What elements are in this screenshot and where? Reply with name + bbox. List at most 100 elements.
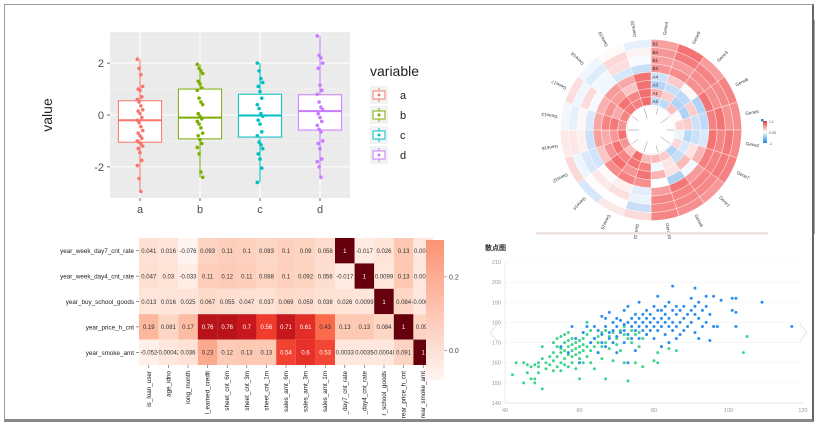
data-point [318,83,322,87]
cell-value-label: 0.038 [318,300,334,306]
scatter-point [618,318,622,322]
scatter-point [559,351,563,355]
scatter-point [712,324,716,328]
scatter-point [555,345,559,349]
y-tick-label: 180 [492,320,501,326]
dendrogram-branch [632,116,639,121]
y-tick-label: 200 [492,280,501,286]
cell-value-label: 0.11 [202,274,214,280]
cell-value-label: 0.56 [261,325,273,331]
data-point [200,117,204,121]
data-point [138,133,142,138]
cell-value-label: 0.016 [161,300,177,306]
cell-value-label: 0.6 [301,351,310,357]
scatter-point [570,343,574,347]
data-point [140,158,144,163]
scatter-point [633,312,637,316]
scatter-point [730,296,734,300]
heatmap-cell [217,339,237,365]
cell-value-label: 0.12 [221,274,233,280]
cell-value-label: 0.026 [376,249,392,255]
scatter-point [693,304,697,308]
data-point [255,102,260,107]
scatter-point [656,361,660,365]
cell-value-label: 0.083 [259,249,275,255]
ring-label: A2 [653,99,659,104]
data-point [197,122,201,126]
correlation-heatmap-chart: year_week_day7_cnt_rate 0.041 0.016 -0.076 0… [60,238,459,418]
scatter-point [633,328,637,332]
scatter-point [566,365,570,369]
scatter-point [548,355,552,359]
cell-value-label: 1 [343,249,347,255]
sector-label: Gene16 [541,144,558,152]
data-point [137,100,141,104]
scatter-point [689,296,693,300]
cell-value-label: -0.017 [336,274,354,280]
heatmap-cell [374,238,394,264]
data-point [197,96,201,100]
data-point [196,111,200,116]
scatter-point [626,333,630,337]
data-point [318,146,322,151]
scatter-point [734,296,738,300]
scatter-point [630,328,634,332]
scatter-point [551,369,555,373]
colorbar-tick-label: -1 [769,142,772,146]
cell-value-label: 0.13 [359,325,371,331]
scatter-point [656,294,660,298]
scatter-point [686,324,690,328]
data-point [135,97,140,102]
scatter-point [637,324,641,328]
scatter-point [622,308,626,312]
heatmap-cell [295,314,316,340]
scatter-point [637,345,641,349]
data-point [317,100,321,104]
data-point [315,34,320,38]
scatter-point [585,355,589,359]
cell-value-label: 0.43 [319,325,331,331]
data-point [198,82,202,86]
scatter-point [712,294,716,298]
scatter-point [645,308,649,312]
box-d [297,94,343,131]
box-b [177,88,223,140]
heatmap-cell [178,339,198,365]
data-point [138,88,142,93]
cell-value-label: 0.0035 [414,274,433,280]
heatmap-cell [237,339,257,365]
row-label: year_week_day4_cnt_rate [60,274,134,281]
col-label: l_earned_credit [205,371,212,415]
scatter-point [581,337,585,341]
data-point [195,62,200,67]
scatter-point [585,324,589,328]
heatmap-cell [295,288,316,315]
heatmap-cell [158,288,179,315]
data-point [200,141,204,146]
dendrogram-branch [643,108,648,119]
cell-value-label: 0.0035 [355,351,374,357]
scatter-point [592,367,596,371]
scatter-point [656,328,660,332]
heatmap-cell [158,339,179,365]
scatter-point [563,333,567,337]
ring-label: A1 [653,91,659,96]
scatter-point [652,316,656,320]
data-point [136,109,140,113]
heatmap-cell [393,263,414,289]
data-point [256,152,260,156]
heatmap-cell [237,314,257,340]
heatmap-cell [178,314,198,340]
scatter-point [525,363,529,367]
data-point [260,114,265,119]
sector-label: Gene7 [736,170,751,181]
col-label: is_loan_user [146,371,153,407]
scatter-point [592,324,596,328]
scatter-point [645,316,649,320]
data-point [257,140,261,145]
cell-value-label: -0.052 [140,351,158,357]
scatter-point [540,357,544,361]
heatmap-cell [315,339,335,365]
col-label: r_school_goods [381,371,388,415]
